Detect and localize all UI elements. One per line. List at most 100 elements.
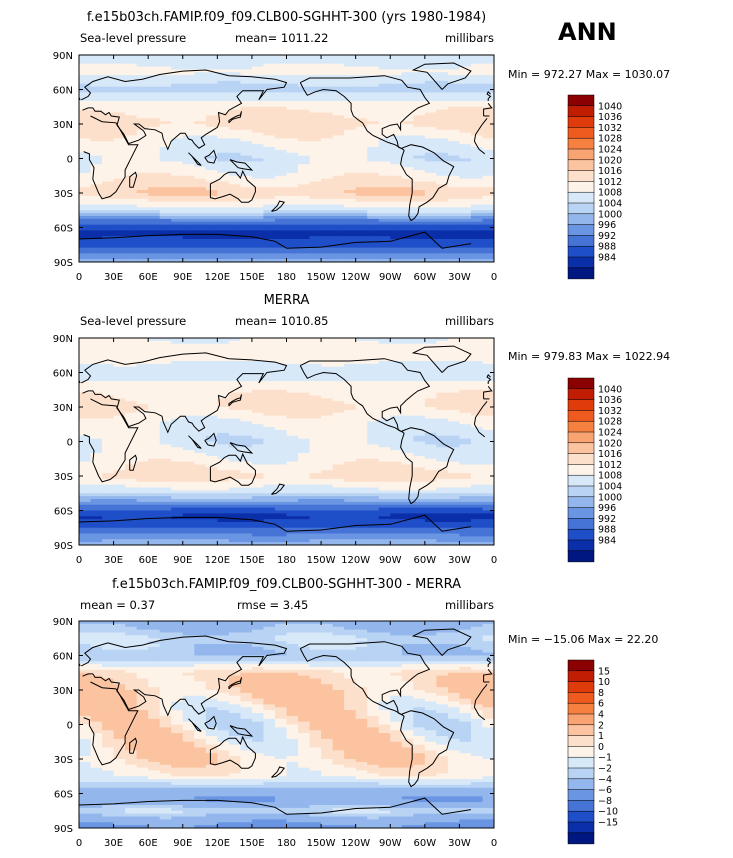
map-cell bbox=[263, 485, 275, 488]
map-cell bbox=[356, 228, 368, 231]
map-cell bbox=[275, 64, 287, 67]
map-cell bbox=[402, 347, 414, 350]
map-cell bbox=[298, 170, 310, 173]
map-cell bbox=[263, 187, 275, 190]
map-cell bbox=[114, 387, 126, 390]
map-cell bbox=[310, 179, 322, 182]
map-cell bbox=[194, 508, 206, 511]
map-cell bbox=[459, 228, 471, 231]
map-cell bbox=[344, 233, 356, 236]
map-cell bbox=[275, 444, 287, 447]
map-cell bbox=[379, 378, 391, 381]
map-cell bbox=[298, 482, 310, 485]
map-cell bbox=[310, 493, 322, 496]
map-cell bbox=[356, 442, 368, 445]
map-cell bbox=[183, 124, 195, 127]
map-cell bbox=[471, 253, 483, 256]
map-cell bbox=[183, 511, 195, 514]
map-cell bbox=[183, 456, 195, 459]
map-cell bbox=[252, 508, 264, 511]
map-cell bbox=[459, 90, 471, 93]
map-cell bbox=[367, 387, 379, 390]
map-cell bbox=[321, 396, 333, 399]
map-cell bbox=[114, 193, 126, 196]
map-cell bbox=[252, 393, 264, 396]
map-cell bbox=[183, 350, 195, 353]
map-cell bbox=[344, 124, 356, 127]
map-cell bbox=[367, 115, 379, 118]
map-cell bbox=[114, 378, 126, 381]
map-cell bbox=[356, 421, 368, 424]
map-cell bbox=[448, 350, 460, 353]
map-cell bbox=[298, 239, 310, 242]
map-cell bbox=[171, 67, 183, 70]
map-cell bbox=[183, 205, 195, 208]
map-cell bbox=[310, 364, 322, 367]
map-cell bbox=[114, 502, 126, 505]
map-cell bbox=[310, 387, 322, 390]
map-cell bbox=[217, 467, 229, 470]
map-cell bbox=[413, 358, 425, 361]
map-cell bbox=[183, 485, 195, 488]
map-cell bbox=[321, 153, 333, 156]
map-cell bbox=[217, 442, 229, 445]
map-cell bbox=[379, 516, 391, 519]
map-cell bbox=[482, 67, 494, 70]
map-cell bbox=[102, 465, 114, 468]
colorbar-swatch bbox=[568, 246, 594, 257]
map-cell bbox=[471, 347, 483, 350]
map-cell bbox=[125, 118, 137, 121]
map-cell bbox=[321, 236, 333, 239]
map-cell bbox=[471, 456, 483, 459]
map-cell bbox=[217, 133, 229, 136]
map-cell bbox=[436, 147, 448, 150]
map-cell bbox=[194, 251, 206, 254]
map-cell bbox=[379, 505, 391, 508]
map-cell bbox=[425, 398, 437, 401]
map-cell bbox=[263, 202, 275, 205]
map-cell bbox=[287, 502, 299, 505]
map-cell bbox=[310, 502, 322, 505]
map-cell bbox=[459, 113, 471, 116]
map-cell bbox=[194, 413, 206, 416]
map-cell bbox=[194, 378, 206, 381]
map-cell bbox=[160, 430, 172, 433]
map-cell bbox=[206, 110, 218, 113]
map-cell bbox=[137, 424, 149, 427]
map-cell bbox=[275, 75, 287, 78]
map-cell bbox=[79, 490, 91, 493]
map-cell bbox=[102, 144, 114, 147]
map-cell bbox=[114, 230, 126, 233]
map-cell bbox=[125, 499, 137, 502]
map-cell bbox=[148, 436, 160, 439]
y-tick-label: 0 bbox=[67, 155, 73, 166]
map-cell bbox=[229, 245, 241, 248]
map-cell bbox=[275, 187, 287, 190]
map-cell bbox=[287, 378, 299, 381]
map-cell bbox=[287, 433, 299, 436]
map-cell bbox=[183, 407, 195, 410]
map-cell bbox=[448, 413, 460, 416]
map-cell bbox=[402, 367, 414, 370]
map-cell bbox=[183, 373, 195, 376]
map-cell bbox=[263, 67, 275, 70]
map-cell bbox=[436, 459, 448, 462]
map-cell bbox=[482, 184, 494, 187]
map-cell bbox=[459, 424, 471, 427]
map-cell bbox=[390, 496, 402, 499]
map-cell bbox=[448, 479, 460, 482]
map-cell bbox=[310, 427, 322, 430]
map-cell bbox=[160, 187, 172, 190]
map-cell bbox=[402, 410, 414, 413]
map-cell bbox=[367, 447, 379, 450]
map-cell bbox=[148, 253, 160, 256]
map-cell bbox=[310, 164, 322, 167]
map-cell bbox=[148, 370, 160, 373]
map-cell bbox=[471, 488, 483, 491]
map-cell bbox=[206, 170, 218, 173]
map-cell bbox=[194, 384, 206, 387]
map-cell bbox=[310, 355, 322, 358]
map-cell bbox=[79, 58, 91, 61]
map-cell bbox=[333, 256, 345, 259]
map-cell bbox=[114, 430, 126, 433]
